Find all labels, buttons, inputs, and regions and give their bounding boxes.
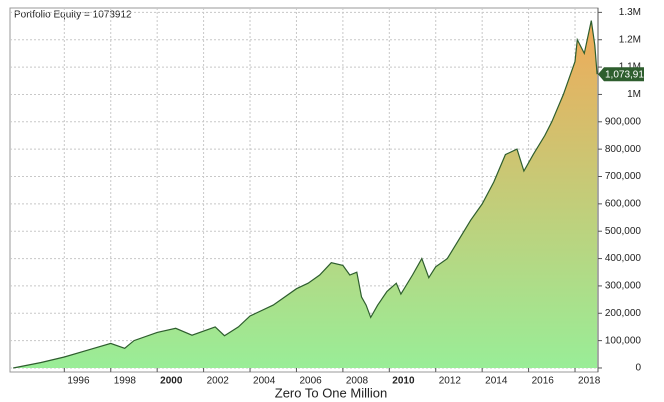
x-tick-label: 2010 [392, 376, 415, 387]
y-tick-label: 800,000 [605, 144, 642, 155]
x-tick-label: 1998 [114, 376, 137, 387]
x-tick-label: 2006 [299, 376, 322, 387]
y-tick-label: 100,000 [605, 335, 642, 346]
x-tick-label: 2000 [160, 376, 183, 387]
x-tick-label: 2012 [439, 376, 462, 387]
last-value-label: 1,073,912 [605, 69, 650, 80]
x-tick-label: 2008 [346, 376, 369, 387]
chart-title: Portfolio Equity = 1073912 [14, 10, 132, 21]
last-value-marker [598, 67, 644, 82]
equity-line [13, 20, 598, 369]
x-tick-label: 2016 [532, 376, 555, 387]
y-tick-label: 1M [627, 89, 641, 100]
y-tick-label: 600,000 [605, 198, 642, 209]
y-tick-label: 400,000 [605, 253, 642, 264]
y-tick-label: 0 [635, 363, 641, 374]
x-tick-label: 2014 [485, 376, 508, 387]
y-tick-label: 900,000 [605, 116, 642, 127]
y-tick-label: 200,000 [605, 308, 642, 319]
y-tick-label: 500,000 [605, 226, 642, 237]
x-tick-label: 1996 [67, 376, 90, 387]
x-tick-label: 2004 [253, 376, 276, 387]
x-axis-label: Zero To One Million [275, 385, 387, 400]
y-tick-label: 300,000 [605, 281, 642, 292]
x-tick-label: 2002 [207, 376, 230, 387]
y-tick-label: 1.3M [619, 7, 641, 18]
x-tick-label: 2018 [578, 376, 601, 387]
y-tick-label: 1.2M [619, 34, 641, 45]
equity-area [13, 20, 598, 368]
y-tick-label: 700,000 [605, 171, 642, 182]
